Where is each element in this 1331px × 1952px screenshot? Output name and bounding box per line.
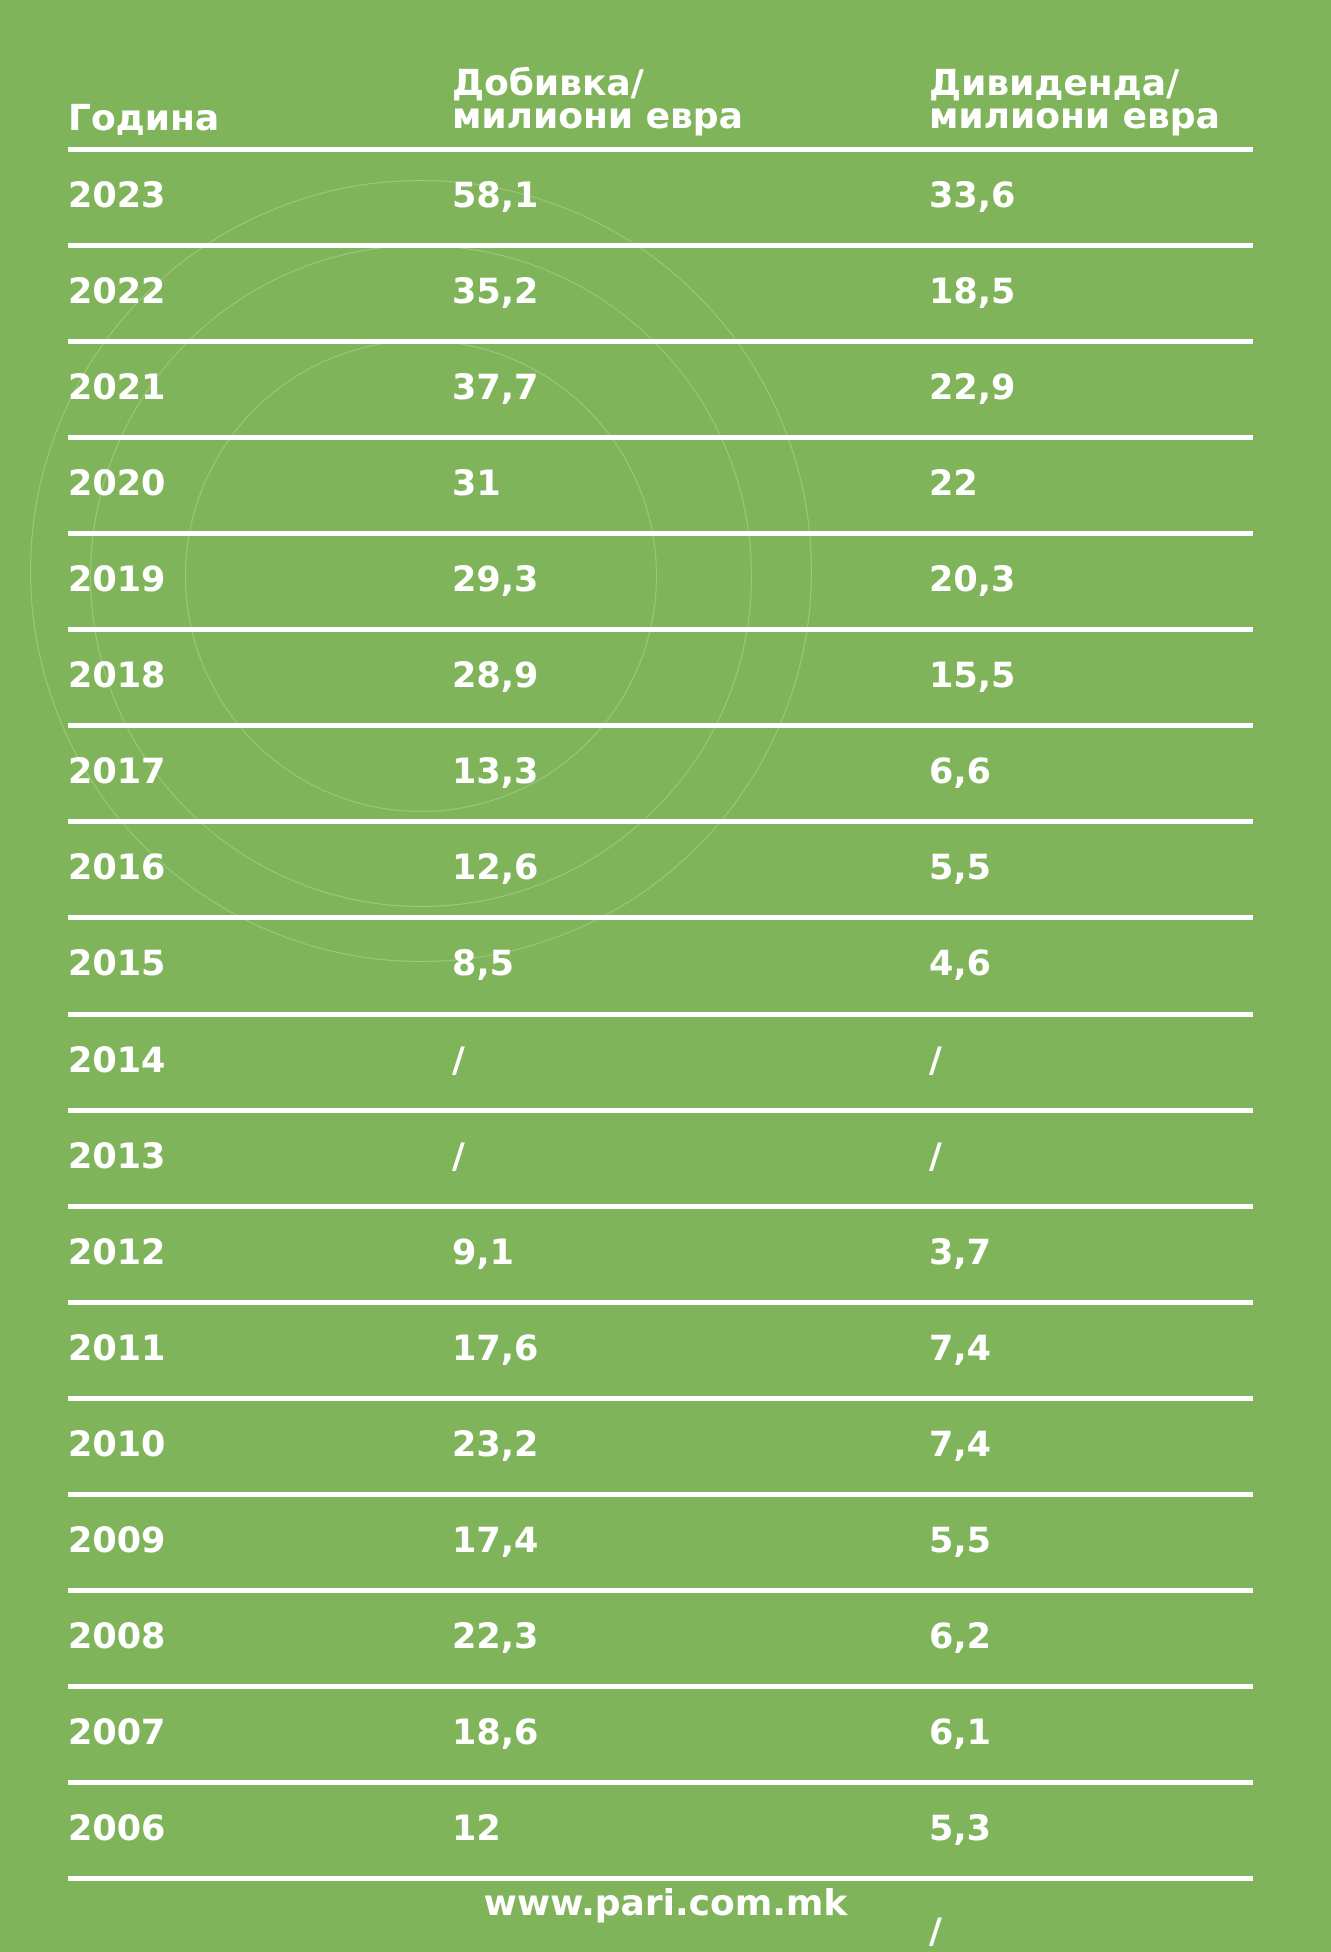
value-cell: 23,2 — [452, 1424, 539, 1465]
decor-circle — [30, 180, 812, 962]
row-divider — [68, 1107, 1253, 1113]
value-cell: 31 — [452, 464, 501, 505]
value-cell: 22,3 — [452, 1616, 539, 1657]
year-cell: 2013 — [68, 1136, 166, 1177]
value-cell: 6,2 — [929, 1616, 992, 1657]
year-cell: 2018 — [68, 656, 166, 697]
row-divider — [68, 1203, 1253, 1209]
year-cell: 2010 — [68, 1424, 166, 1465]
value-cell: 3,7 — [929, 1232, 992, 1273]
value-cell: 7,4 — [929, 1424, 992, 1465]
value-cell: 9,1 — [452, 1232, 515, 1273]
value-cell: 15,5 — [929, 656, 1016, 697]
year-cell: 2022 — [68, 272, 166, 313]
year-cell: 2006 — [68, 1808, 166, 1849]
value-cell: 6,6 — [929, 752, 992, 793]
value-cell: 4,6 — [929, 944, 992, 985]
value-cell: 22,9 — [929, 368, 1016, 409]
year-cell: 2009 — [68, 1520, 166, 1561]
year-cell: 2007 — [68, 1712, 166, 1753]
value-cell: 33,6 — [929, 176, 1016, 217]
value-cell: 5,5 — [929, 848, 992, 889]
row-divider — [68, 1779, 1253, 1785]
row-divider — [68, 1299, 1253, 1305]
value-cell: 8,5 — [452, 944, 515, 985]
value-cell: 37,7 — [452, 368, 539, 409]
header-cell: милиони евра — [929, 96, 1220, 137]
value-cell: 17,6 — [452, 1328, 539, 1369]
value-cell: / — [452, 1040, 465, 1081]
footer: www.pari.com.mk — [483, 1883, 848, 1924]
row-divider — [68, 1587, 1253, 1593]
year-cell: 2015 — [68, 944, 166, 985]
header-cell: милиони евра — [452, 96, 743, 137]
value-cell: 13,3 — [452, 752, 539, 793]
year-cell: 2021 — [68, 368, 166, 409]
year-cell: 2016 — [68, 848, 166, 889]
value-cell: 58,1 — [452, 176, 539, 217]
year-cell: 2023 — [68, 176, 166, 217]
value-cell: 12,6 — [452, 848, 539, 889]
row-divider — [68, 243, 1253, 249]
value-cell: 7,4 — [929, 1328, 992, 1369]
value-cell: 6,1 — [929, 1712, 992, 1753]
row-divider — [68, 339, 1253, 345]
header-cell: Година — [68, 98, 220, 139]
year-cell: 2019 — [68, 560, 166, 601]
value-cell: 5,3 — [929, 1808, 992, 1849]
row-divider — [68, 1683, 1253, 1689]
header-cell: Добивка/ — [452, 63, 644, 104]
row-divider — [68, 1876, 1253, 1881]
value-cell: 28,9 — [452, 656, 539, 697]
value-cell: 35,2 — [452, 272, 539, 313]
row-divider — [68, 531, 1253, 537]
value-cell: 12 — [452, 1808, 501, 1849]
row-divider — [68, 915, 1253, 921]
row-divider — [68, 1395, 1253, 1401]
value-cell: 29,3 — [452, 560, 539, 601]
year-cell: 2017 — [68, 752, 166, 793]
header-cell: Дивиденда/ — [929, 63, 1180, 104]
value-cell: / — [452, 1136, 465, 1177]
row-divider — [68, 723, 1253, 729]
value-cell: 18,5 — [929, 272, 1016, 313]
year-cell: 2014 — [68, 1040, 166, 1081]
row-divider — [68, 1491, 1253, 1497]
value-cell: 20,3 — [929, 560, 1016, 601]
value-cell: 22 — [929, 464, 978, 505]
value-cell: 5,5 — [929, 1520, 992, 1561]
year-cell: 2011 — [68, 1328, 166, 1369]
row-divider — [68, 147, 1253, 152]
value-cell: 17,4 — [452, 1520, 539, 1561]
row-divider — [68, 435, 1253, 441]
value-cell: / — [929, 1040, 942, 1081]
year-cell: 2020 — [68, 464, 166, 505]
row-divider — [68, 627, 1253, 633]
year-cell: 2012 — [68, 1232, 166, 1273]
row-divider — [68, 819, 1253, 825]
value-cell: / — [929, 1136, 942, 1177]
value-cell: 18,6 — [452, 1712, 539, 1753]
year-cell: 2008 — [68, 1616, 166, 1657]
row-divider — [68, 1011, 1253, 1017]
